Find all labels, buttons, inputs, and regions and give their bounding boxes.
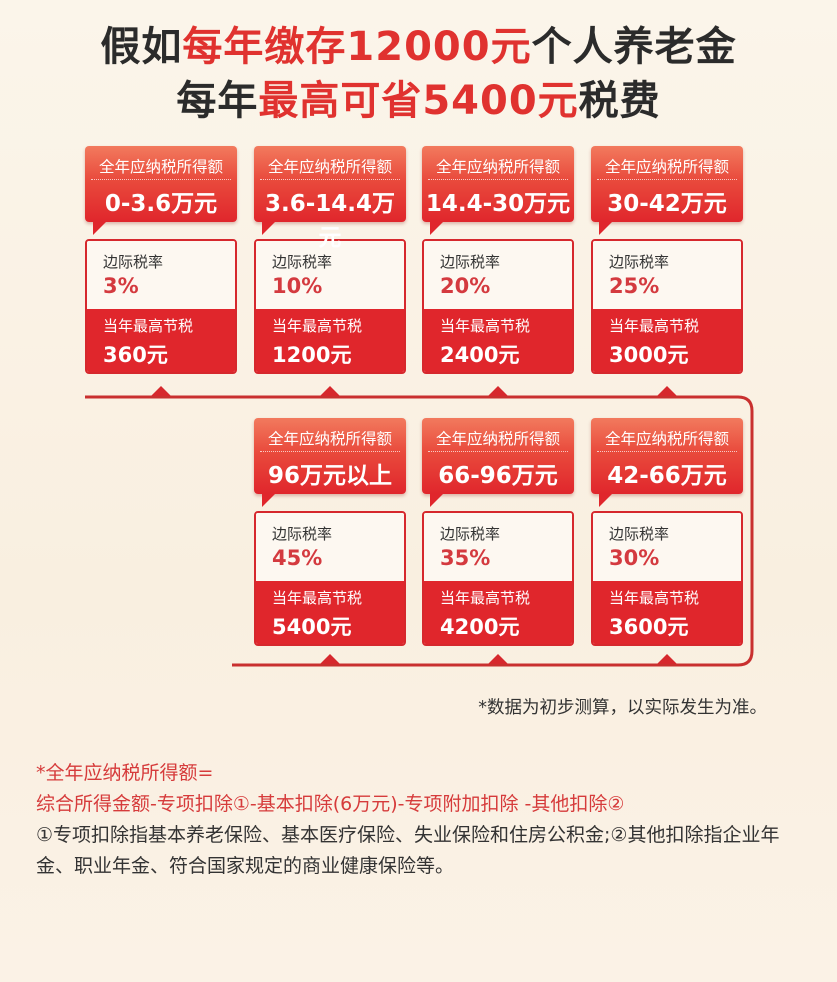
income-range-header: 全年应纳税所得额 0-3.6万元 bbox=[85, 146, 237, 235]
income-label: 全年应纳税所得额 bbox=[260, 418, 400, 452]
income-label: 全年应纳税所得额 bbox=[91, 146, 231, 180]
max-saving: 5400元 bbox=[272, 615, 352, 639]
saving-label: 当年最高节税 bbox=[440, 317, 531, 335]
income-range: 66-96万元 bbox=[438, 463, 558, 489]
connector-arrow bbox=[320, 386, 340, 396]
bracket-details: 边际税率 20% 当年最高节税 2400元 bbox=[422, 239, 574, 374]
saving-label: 当年最高节税 bbox=[609, 589, 700, 607]
headline-segment: 最高可省5400元 bbox=[258, 78, 579, 124]
headline-segment: 每年缴存12000元 bbox=[182, 24, 532, 70]
income-label: 全年应纳税所得额 bbox=[597, 418, 737, 452]
headline-segment: 假如 bbox=[100, 24, 183, 70]
income-range: 0-3.6万元 bbox=[104, 191, 218, 217]
bracket-details: 边际税率 45% 当年最高节税 5400元 bbox=[254, 511, 406, 646]
max-saving: 2400元 bbox=[440, 343, 520, 367]
income-range-header: 全年应纳税所得额 66-96万元 bbox=[422, 418, 574, 507]
income-range-header: 全年应纳税所得额 3.6-14.4万元 bbox=[254, 146, 406, 251]
income-label: 全年应纳税所得额 bbox=[597, 146, 737, 180]
marginal-rate: 10% bbox=[272, 274, 323, 298]
income-range-header: 全年应纳税所得额 42-66万元 bbox=[591, 418, 743, 507]
income-label: 全年应纳税所得额 bbox=[428, 418, 568, 452]
formula-title: *全年应纳税所得额= bbox=[36, 762, 214, 784]
rate-label: 边际税率 bbox=[272, 253, 333, 271]
formula: 综合所得金额-专项扣除①-基本扣除(6万元)-专项附加扣除 -其他扣除② bbox=[36, 793, 625, 815]
rate-label: 边际税率 bbox=[440, 253, 501, 271]
saving-label: 当年最高节税 bbox=[272, 317, 363, 335]
max-saving: 360元 bbox=[103, 343, 168, 367]
income-range-header: 全年应纳税所得额 30-42万元 bbox=[591, 146, 743, 235]
saving-label: 当年最高节税 bbox=[609, 317, 700, 335]
max-saving: 3600元 bbox=[609, 615, 689, 639]
tax-bracket-card: 全年应纳税所得额 42-66万元 边际税率 30% 当年最高节税 3600元 bbox=[591, 418, 743, 646]
headline-line-1: 假如每年缴存12000元个人养老金 bbox=[0, 14, 837, 72]
connector-arrow bbox=[488, 386, 508, 396]
marginal-rate: 30% bbox=[609, 546, 660, 570]
saving-label: 当年最高节税 bbox=[272, 589, 363, 607]
connector-arrow bbox=[657, 654, 677, 664]
max-saving: 3000元 bbox=[609, 343, 689, 367]
income-label: 全年应纳税所得额 bbox=[428, 146, 568, 180]
rate-label: 边际税率 bbox=[103, 253, 164, 271]
income-label: 全年应纳税所得额 bbox=[260, 146, 400, 180]
headline-line-2: 每年最高可省5400元税费 bbox=[0, 68, 837, 126]
bracket-details: 边际税率 10% 当年最高节税 1200元 bbox=[254, 239, 406, 374]
bracket-details: 边际税率 30% 当年最高节税 3600元 bbox=[591, 511, 743, 646]
rate-label: 边际税率 bbox=[440, 525, 501, 543]
tax-bracket-card: 全年应纳税所得额 14.4-30万元 边际税率 20% 当年最高节税 2400元 bbox=[422, 146, 574, 374]
marginal-rate: 3% bbox=[103, 274, 139, 298]
income-range: 42-66万元 bbox=[607, 463, 727, 489]
max-saving: 1200元 bbox=[272, 343, 352, 367]
tax-bracket-card: 全年应纳税所得额 0-3.6万元 边际税率 3% 当年最高节税 360元 bbox=[85, 146, 237, 374]
bracket-details: 边际税率 25% 当年最高节税 3000元 bbox=[591, 239, 743, 374]
connector-arrow bbox=[151, 386, 171, 396]
marginal-rate: 20% bbox=[440, 274, 491, 298]
marginal-rate: 25% bbox=[609, 274, 660, 298]
marginal-rate: 35% bbox=[440, 546, 491, 570]
saving-label: 当年最高节税 bbox=[103, 317, 194, 335]
bracket-details: 边际税率 3% 当年最高节税 360元 bbox=[85, 239, 237, 374]
income-range: 3.6-14.4万元 bbox=[264, 191, 396, 251]
connector-arrow bbox=[488, 654, 508, 664]
headline-segment: 税费 bbox=[578, 78, 661, 124]
rate-label: 边际税率 bbox=[272, 525, 333, 543]
deduction-explanation: ①专项扣除指基本养老保险、基本医疗保险、失业保险和住房公积金;②其他扣除指企业年… bbox=[36, 824, 780, 877]
rate-label: 边际税率 bbox=[609, 253, 670, 271]
rate-label: 边际税率 bbox=[609, 525, 670, 543]
max-saving: 4200元 bbox=[440, 615, 520, 639]
income-range: 30-42万元 bbox=[607, 191, 727, 217]
income-range: 96万元以上 bbox=[267, 463, 392, 489]
connector-arrow bbox=[657, 386, 677, 396]
tax-bracket-card: 全年应纳税所得额 96万元以上 边际税率 45% 当年最高节税 5400元 bbox=[254, 418, 406, 646]
saving-label: 当年最高节税 bbox=[440, 589, 531, 607]
tax-bracket-card: 全年应纳税所得额 66-96万元 边际税率 35% 当年最高节税 4200元 bbox=[422, 418, 574, 646]
income-range-header: 全年应纳税所得额 14.4-30万元 bbox=[422, 146, 574, 235]
income-range: 14.4-30万元 bbox=[425, 191, 571, 217]
headline-segment: 每年 bbox=[176, 78, 259, 124]
connector-arrow bbox=[320, 654, 340, 664]
bracket-details: 边际税率 35% 当年最高节税 4200元 bbox=[422, 511, 574, 646]
headline-segment: 个人养老金 bbox=[531, 24, 737, 70]
disclaimer-note: *数据为初步测算，以实际发生为准。 bbox=[478, 698, 767, 718]
marginal-rate: 45% bbox=[272, 546, 323, 570]
tax-bracket-card: 全年应纳税所得额 3.6-14.4万元 边际税率 10% 当年最高节税 1200… bbox=[254, 146, 406, 374]
income-range-header: 全年应纳税所得额 96万元以上 bbox=[254, 418, 406, 507]
tax-bracket-card: 全年应纳税所得额 30-42万元 边际税率 25% 当年最高节税 3000元 bbox=[591, 146, 743, 374]
footnote: *全年应纳税所得额= 综合所得金额-专项扣除①-基本扣除(6万元)-专项附加扣除… bbox=[36, 758, 816, 882]
